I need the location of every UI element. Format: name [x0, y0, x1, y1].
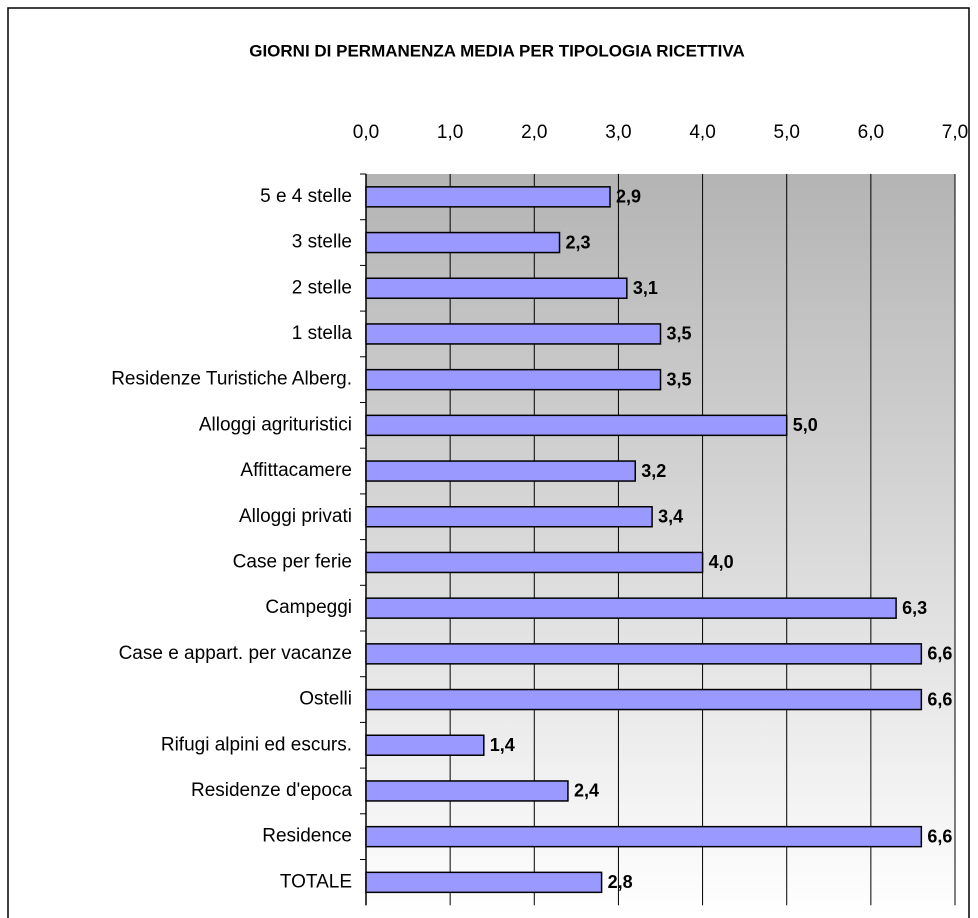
value-label: 4,0 — [709, 552, 734, 572]
value-label: 6,6 — [927, 689, 952, 709]
bar — [365, 597, 897, 619]
value-label: 2,8 — [608, 872, 633, 892]
bar — [365, 643, 923, 665]
y-tick-label: Alloggi agrituristici — [199, 414, 352, 435]
bar — [365, 231, 561, 254]
y-tick-label: TOTALE — [280, 871, 352, 892]
bar — [365, 506, 653, 528]
value-label: 3,5 — [667, 369, 692, 389]
value-label: 3,2 — [641, 461, 666, 481]
bar — [365, 734, 485, 756]
value-label: 1,4 — [490, 735, 515, 755]
bar — [365, 460, 637, 482]
value-label: 6,6 — [927, 644, 952, 664]
y-tick-label: Rifugi alpini ed escurs. — [161, 734, 352, 755]
value-label: 6,3 — [902, 598, 927, 618]
y-tick-label: Ostelli — [299, 689, 352, 710]
y-tick-label: Residenze d'epoca — [191, 780, 352, 801]
y-tick-label: 3 stelle — [292, 232, 352, 253]
x-tick-label: 5,0 — [774, 122, 800, 143]
y-tick-label: Alloggi privati — [239, 506, 352, 527]
x-tick-label: 3,0 — [605, 122, 631, 143]
value-label: 2,9 — [616, 187, 641, 207]
y-tick-label: 1 stella — [292, 323, 353, 344]
x-tick-label: 7,0 — [942, 122, 968, 143]
value-label: 2,4 — [574, 781, 599, 801]
value-label: 3,1 — [633, 278, 658, 298]
x-tick-label: 1,0 — [437, 122, 463, 143]
y-tick-label: Case e appart. per vacanze — [119, 643, 352, 664]
bar — [365, 780, 569, 802]
value-label: 3,4 — [658, 507, 683, 527]
bar — [365, 277, 628, 299]
y-tick-label: 2 stelle — [292, 277, 352, 298]
bar — [365, 871, 603, 894]
y-tick-label: Affittacamere — [240, 460, 352, 481]
y-tick-label: Campeggi — [265, 597, 352, 618]
value-label: 2,3 — [566, 232, 591, 252]
y-tick-label: Residenze Turistiche Alberg. — [111, 369, 352, 390]
y-tick-label: 5 e 4 stelle — [260, 186, 352, 207]
bar — [365, 186, 611, 208]
value-label: 5,0 — [793, 415, 818, 435]
x-tick-label: 4,0 — [689, 122, 715, 143]
y-tick-label: Residence — [262, 826, 352, 847]
bar — [365, 688, 923, 711]
x-tick-label: 6,0 — [858, 122, 884, 143]
x-tick-label: 2,0 — [521, 122, 547, 143]
bar — [365, 323, 662, 345]
y-tick-label: Case per ferie — [233, 551, 352, 572]
bar — [365, 551, 704, 574]
bar — [365, 414, 788, 437]
bar — [365, 368, 662, 391]
bar — [365, 825, 923, 848]
chart-title: GIORNI DI PERMANENZA MEDIA PER TIPOLOGIA… — [249, 41, 745, 60]
value-label: 6,6 — [927, 826, 952, 846]
x-tick-label: 0,0 — [353, 122, 379, 143]
value-label: 3,5 — [667, 324, 692, 344]
